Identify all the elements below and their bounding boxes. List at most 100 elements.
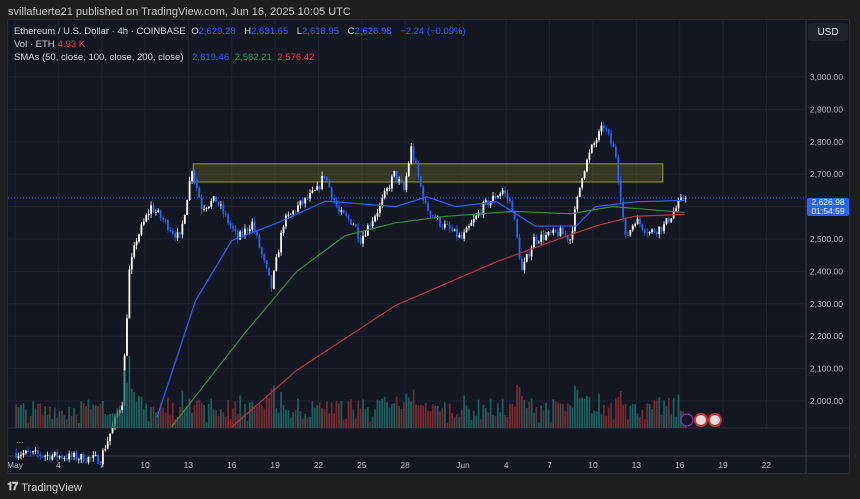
symbol-legend: Ethereum / U.S. Dollar · 4h · COINBASE O… [14, 26, 469, 37]
volume-bar [256, 406, 258, 428]
candle-body [549, 231, 552, 233]
candle-body [32, 451, 34, 453]
volume-bar [424, 402, 427, 428]
price-chart[interactable]: 3,000.00 2,900.00 2,800.00 2,700.00 2,500.00… [8, 20, 850, 474]
tv-logo-icon: 𝟏𝟕 [7, 481, 18, 493]
candle-body [34, 450, 37, 452]
candle-body [51, 455, 54, 460]
candle-body [340, 210, 343, 212]
volume-bar [114, 413, 116, 428]
symbol-name[interactable]: Ethereum / U.S. Dollar · 4h · COINBASE [14, 26, 186, 37]
candle-body [362, 235, 364, 244]
currency-button[interactable]: USD [808, 23, 848, 41]
close-value: 2,626.98 [354, 26, 392, 37]
candle-body [316, 186, 319, 191]
candle-body [285, 215, 287, 227]
volume-bar [622, 404, 624, 428]
volume-bar [667, 397, 670, 428]
volume-bar [195, 400, 198, 428]
volume-bar [436, 406, 439, 428]
more-indicators-button[interactable]: ... [16, 435, 24, 445]
volume-bar [571, 407, 574, 428]
volume-bar [451, 412, 454, 428]
volume-bar [629, 405, 632, 428]
volume-bar [49, 406, 51, 428]
candle-body [154, 212, 157, 213]
candle-body [369, 225, 372, 227]
volume-bar [306, 417, 309, 428]
candle-body [415, 160, 417, 164]
volume-bar [540, 405, 543, 428]
volume-bar [660, 415, 663, 428]
candle-body [162, 217, 165, 220]
candle-body [304, 197, 307, 204]
candle-body [126, 318, 128, 356]
volume-bar [203, 404, 205, 428]
candle-body [530, 247, 533, 257]
candle-body [145, 215, 148, 222]
candle-body [313, 190, 316, 192]
candle-body [282, 226, 285, 233]
candle-body [87, 457, 90, 463]
candle-body [684, 197, 687, 199]
sma-label[interactable]: SMAs (50, close, 100, close, 200, close) [14, 52, 184, 63]
candle-body [427, 202, 429, 211]
candle-body [140, 224, 143, 235]
candle-body [494, 195, 497, 199]
candle-body [629, 230, 632, 236]
candle-body [280, 232, 283, 253]
tradingview-logo[interactable]: 𝟏𝟕 TradingView [7, 481, 82, 494]
candle-body [289, 213, 292, 215]
volume-bar [602, 404, 605, 428]
volume-bar [227, 400, 230, 428]
candle-body [537, 241, 540, 243]
price-tick-label: 3,000.00 [810, 72, 843, 82]
volume-bar [15, 404, 18, 428]
us-flag-event-icon [693, 413, 708, 427]
volume-bar [87, 399, 90, 428]
volume-bar [619, 390, 622, 428]
volume-label[interactable]: Vol · ETH [14, 39, 55, 50]
volume-bar [523, 400, 526, 428]
volume-bar [374, 409, 376, 428]
volume-bar [282, 405, 285, 428]
volume-bar [665, 406, 668, 428]
volume-bar [561, 403, 564, 428]
candle-body [482, 201, 485, 215]
open-value: 2,629.28 [198, 26, 236, 37]
published-info: svillafuerte21 published on TradingView.… [8, 6, 351, 18]
volume-bar [362, 399, 364, 428]
candle-body [167, 220, 169, 231]
volume-bar [391, 404, 393, 428]
candle-body [29, 451, 32, 453]
candle-body [583, 171, 586, 179]
volume-bar [289, 417, 292, 428]
candle-body [646, 232, 649, 234]
volume-bar [56, 417, 59, 428]
volume-bar [285, 409, 287, 428]
candle-body [89, 457, 92, 458]
candle-body [135, 241, 138, 246]
candle-body [614, 147, 617, 157]
volume-bar [403, 402, 405, 428]
sma50-value: 2,619.46 [192, 52, 230, 63]
candle-body [617, 156, 620, 181]
volume-bar [111, 413, 114, 428]
chart-panel[interactable]: 3,000.00 2,900.00 2,800.00 2,700.00 2,500.00… [7, 19, 850, 474]
volume-bar [376, 399, 379, 428]
candle-body [61, 456, 63, 459]
candle-body [559, 227, 562, 237]
candle-body [53, 451, 56, 456]
date-tick-label: 7 [547, 460, 552, 470]
candle-body [68, 453, 71, 460]
volume-bar [321, 408, 323, 428]
candle-body [268, 267, 270, 276]
volume-bar [569, 405, 572, 428]
volume-bar [342, 419, 345, 428]
volume-bar [359, 408, 362, 428]
volume-bar [162, 407, 165, 428]
candle-body [222, 204, 225, 214]
volume-bar [475, 415, 478, 428]
candle-body [371, 221, 374, 226]
candle-body [545, 234, 547, 240]
